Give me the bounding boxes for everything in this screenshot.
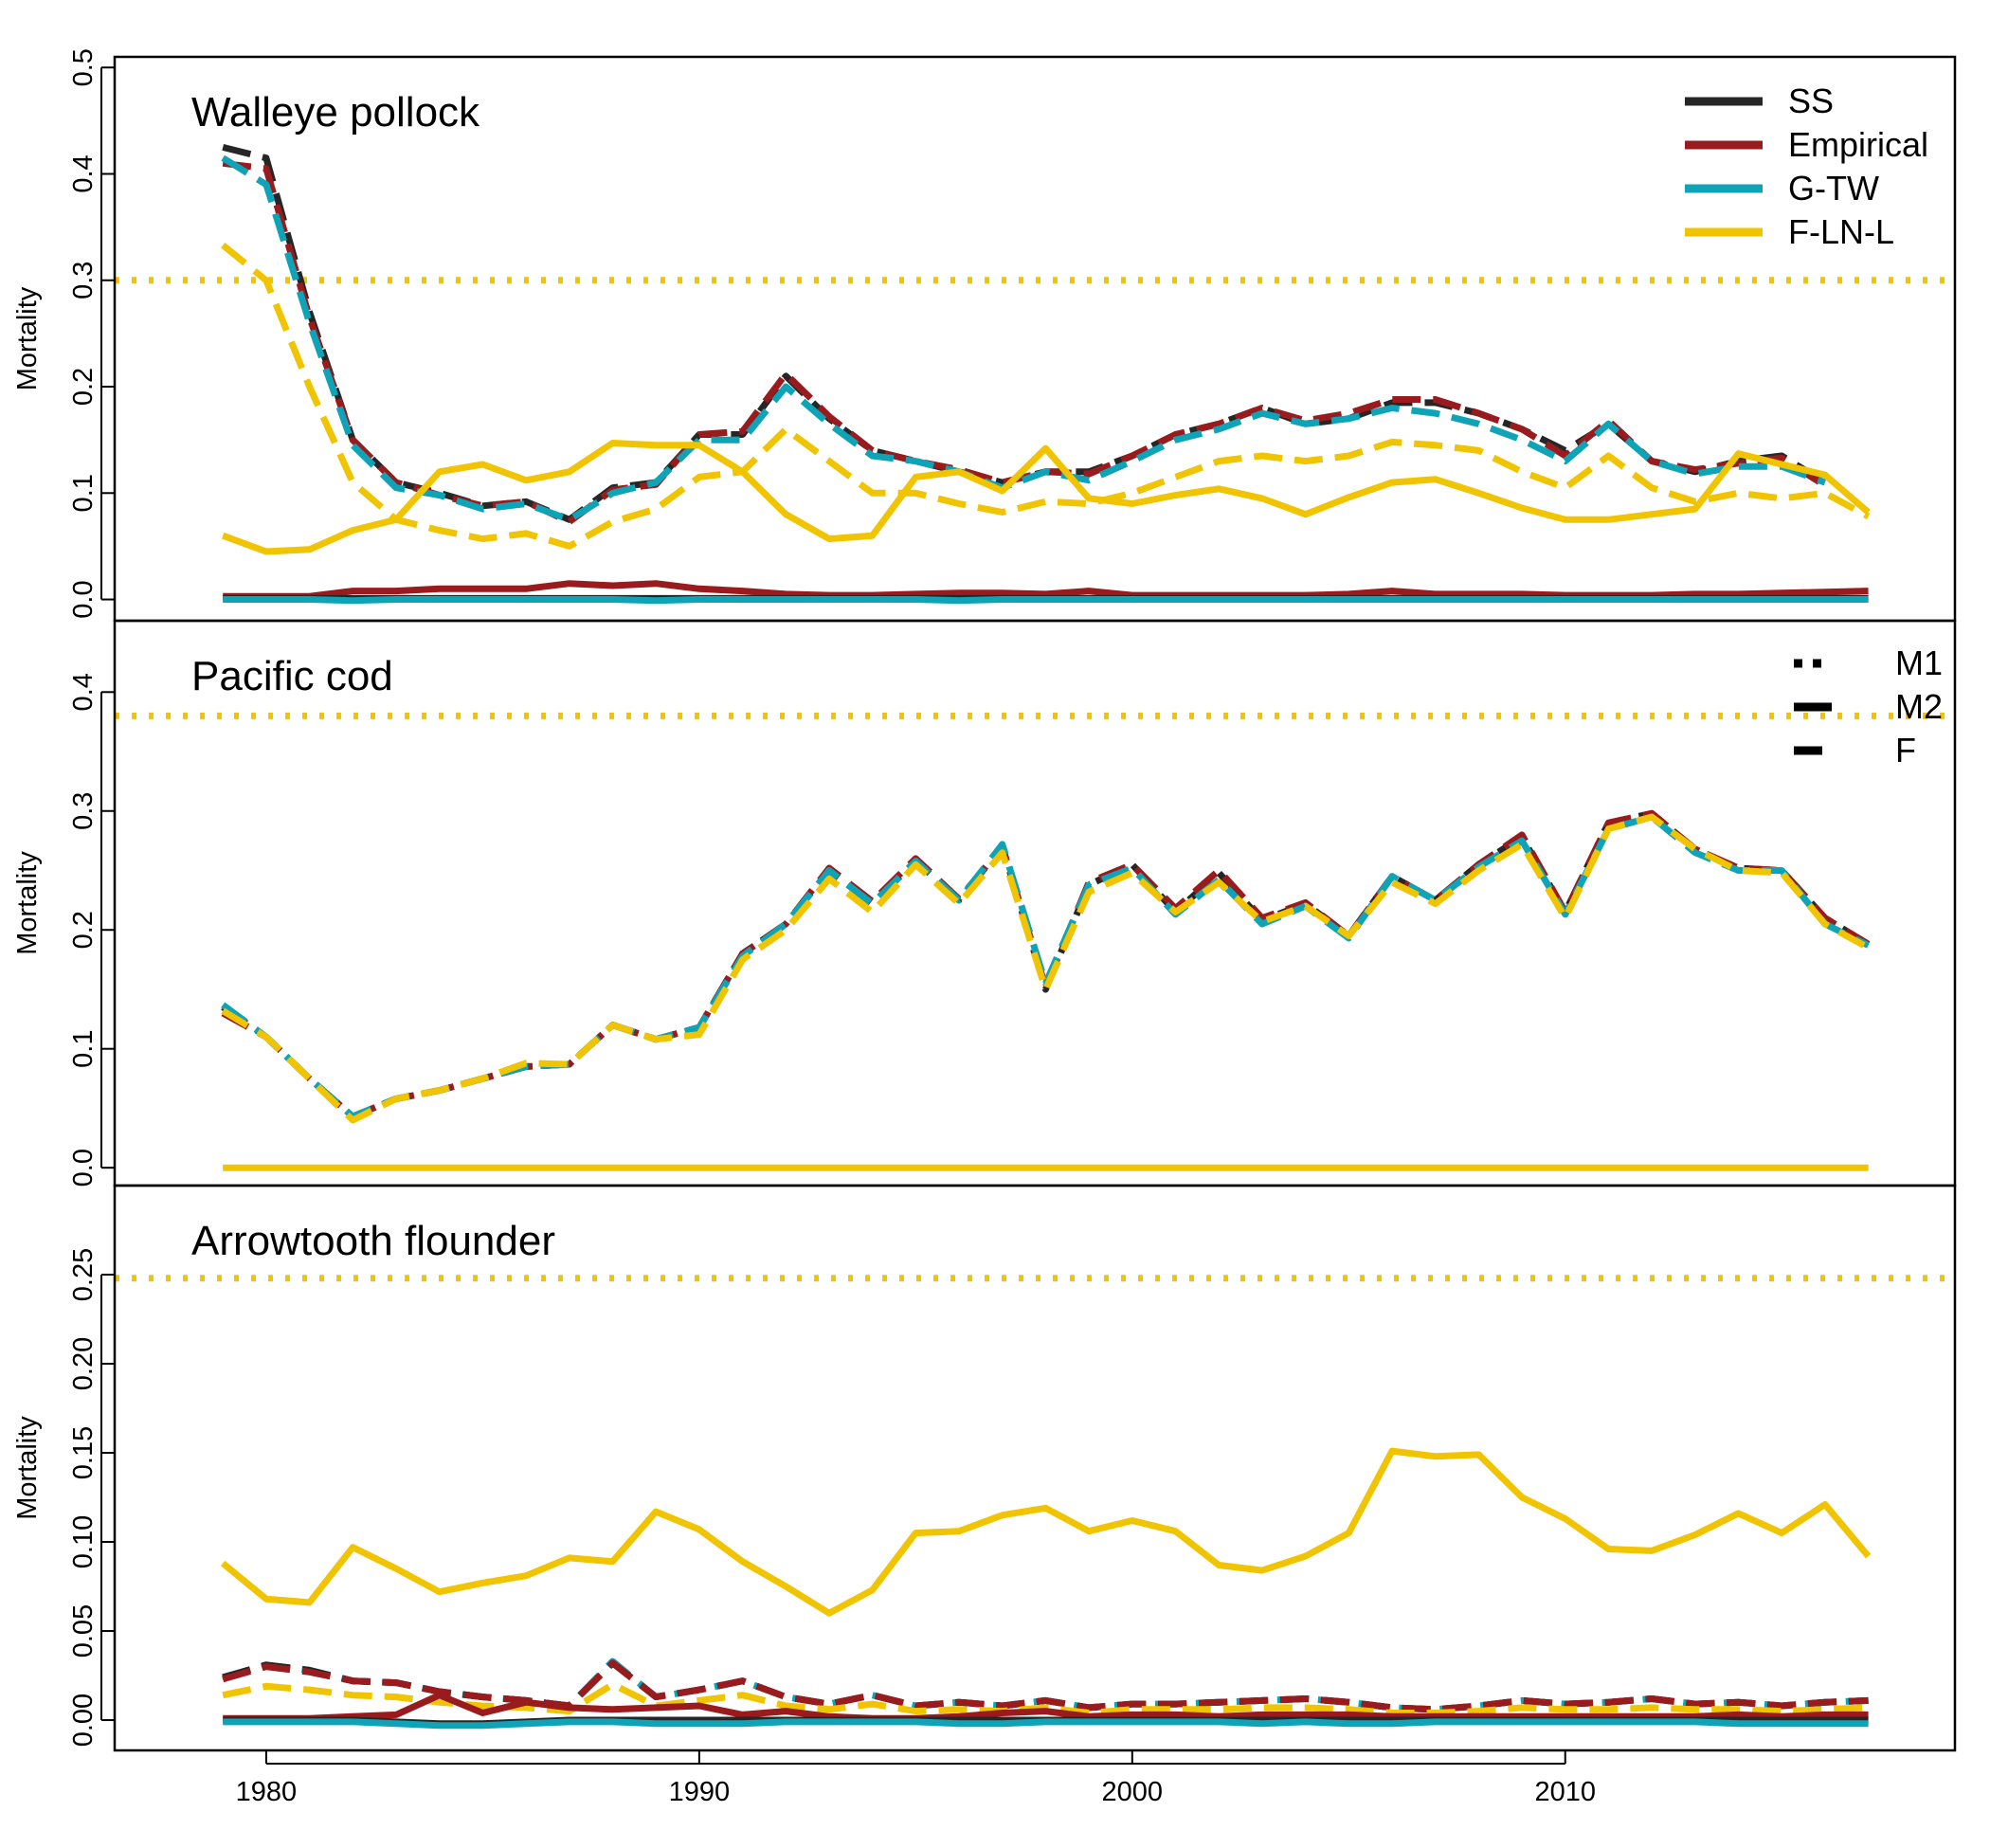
series-empirical-f [222,1659,1869,1713]
legend-label-empirical: Empirical [1788,125,1928,164]
plot-area [115,144,1955,605]
plot-area [115,1275,1955,1730]
series-empirical-m2 [223,580,1869,600]
series-g-tw-f [221,154,1827,523]
legend-label-f-ln-l: F-LN-L [1788,212,1894,251]
series-empirical-f [221,809,1871,1120]
series-g-tw-f [221,813,1871,1120]
y-tick-label: 0.10 [68,1515,99,1568]
y-tick-label: 0.2 [68,368,99,406]
panel-walleye-pollock: 0.0 0.1 0.2 0.3 0.4 0.5 Mortality Walleye pollo… [12,48,1957,623]
legend-models: SS Empirical G-TW F-LN-L [1685,82,1928,251]
series-empirical-m2 [223,1692,1869,1722]
y-tick-label: 0.1 [68,474,99,512]
x-tick-label: 2000 [1102,1777,1164,1807]
legend-label-ss: SS [1788,82,1834,120]
y-axis-label: Mortality [12,286,43,390]
y-tick-label: 0.5 [68,48,99,86]
panel-frame [113,1184,1957,1752]
legend-types: M1 M2 F [1794,643,1943,770]
y-axis-label: Mortality [12,851,43,955]
legend-label-m2: M2 [1895,687,1943,726]
y-tick-label: 0.3 [68,262,99,299]
panel-frame [113,55,1957,623]
x-tick-label: 1980 [236,1777,298,1807]
panels: 0.0 0.1 0.2 0.3 0.4 0.5 Mortality Walleye pollo… [12,48,1957,1752]
legend-label-g-tw: G-TW [1788,169,1879,208]
series-g-tw-m2 [223,596,1869,605]
y-axis-label: Mortality [12,1416,43,1520]
series-ss-f [221,809,1871,1120]
panel-pacific-cod: 0.0 0.1 0.2 0.3 0.4 Mortality Pacific cod [12,619,1957,1187]
x-tick-label: 2010 [1534,1777,1596,1807]
y-tick-label: 0.4 [68,154,99,192]
series-g-tw-m2 [223,1718,1869,1730]
legend-label-m1: M1 [1895,643,1943,682]
series-f-ln-l-f [222,1680,1869,1716]
y-tick-label: 0.0 [68,1149,99,1187]
series-f-ln-l-m2 [220,1447,1872,1617]
y-tick-label: 0.15 [68,1426,99,1479]
y-tick-label: 0.0 [68,580,99,618]
x-axis: 1980 1990 2000 2010 [236,1750,1596,1807]
plot-area [115,712,1955,1171]
panel-title: Walleye pollock [191,89,480,136]
panel-arrowtooth-flounder: 0.00 0.05 0.10 0.15 0.20 0.25 Mortality Arrowto… [12,1184,1957,1752]
series-ss-f [222,144,1827,523]
panel-title: Pacific cod [191,653,393,699]
series-f-ln-l-f [221,813,1871,1124]
y-tick-label: 0.05 [68,1604,99,1658]
y-tick-label: 0.2 [68,911,99,949]
y-tick-label: 0.20 [68,1337,99,1390]
series-f-ln-l-m2 [221,440,1871,555]
y-tick-label: 0.4 [68,673,99,711]
panel-title: Arrowtooth flounder [191,1218,555,1264]
y-tick-label: 0.3 [68,792,99,830]
y-tick-label: 0.1 [68,1030,99,1068]
y-tick-label: 0.00 [68,1694,99,1747]
legend-label-f: F [1895,731,1916,770]
y-tick-label: 0.25 [68,1248,99,1301]
x-tick-label: 1990 [669,1777,731,1807]
